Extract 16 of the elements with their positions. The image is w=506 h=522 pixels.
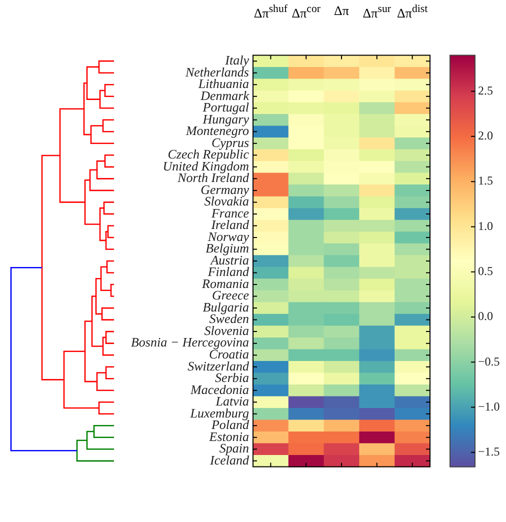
color-bar-label: 0.5 — [478, 264, 493, 278]
x-tick-label: Δπ$^{dist}$ — [397, 3, 428, 22]
y-tick-label: Germany — [200, 182, 250, 197]
color-bar-label: 1.5 — [478, 174, 493, 188]
x-tick-label: Δπ — [334, 3, 349, 19]
color-bar-label: 1.0 — [478, 218, 493, 233]
x-tick-label: Δπ$^{sur}$ — [362, 3, 391, 22]
color-bar-label: −0.5 — [478, 354, 500, 368]
y-tick-label: Italy — [224, 52, 250, 68]
color-bar-label: 0.0 — [478, 309, 493, 324]
color-bar-label: −1.5 — [478, 444, 500, 459]
x-tick-label: Δπ$^{cor}$ — [292, 3, 320, 22]
color-bar-label: 2.5 — [478, 83, 493, 98]
color-bar-label: −1.0 — [478, 399, 500, 414]
color-bar-label: 2.0 — [478, 128, 493, 143]
x-tick-label: Δπ$^{shuf}$ — [254, 3, 288, 22]
